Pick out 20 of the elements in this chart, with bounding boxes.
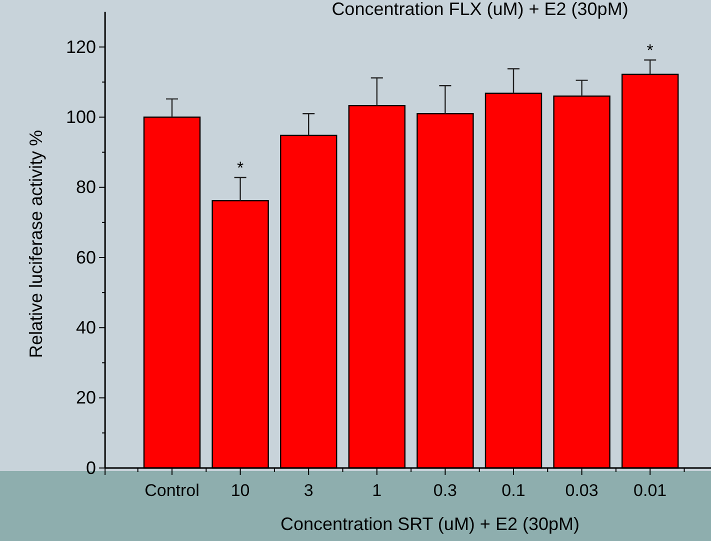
- x-tick-label: 1: [372, 481, 382, 500]
- y-tick-label: 60: [76, 247, 96, 268]
- x-tick-label: 0.01: [634, 481, 667, 500]
- y-tick-label: 120: [66, 36, 96, 57]
- x-tick-label: 0.3: [433, 481, 458, 500]
- y-tick-label: 100: [66, 106, 96, 127]
- x-tick-label: Control: [144, 481, 200, 500]
- y-axis-title: Relative luciferase activity %: [26, 130, 46, 358]
- x-axis-title: Concentration SRT (uM) + E2 (30pM): [280, 514, 580, 534]
- y-tick-label: 20: [76, 388, 96, 408]
- x-tick-label: 0.03: [565, 481, 598, 500]
- y-tick-label: 0: [86, 458, 96, 478]
- chart-title: Concentration FLX (uM) + E2 (30pM): [332, 0, 628, 19]
- annotation: *: [236, 158, 244, 178]
- y-tick-label: 40: [76, 317, 96, 338]
- y-tick-label: 80: [76, 177, 96, 198]
- x-tick-label: 10: [230, 481, 250, 500]
- annotation: *: [646, 40, 654, 60]
- x-tick-label: 0.1: [502, 481, 526, 500]
- x-tick-label: 3: [304, 481, 314, 500]
